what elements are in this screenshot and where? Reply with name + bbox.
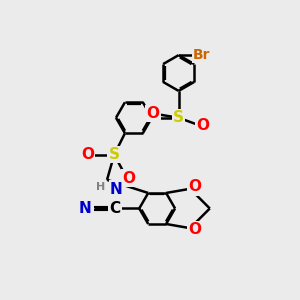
Text: H: H (96, 182, 105, 192)
Text: C: C (110, 201, 121, 216)
Text: O: O (188, 223, 201, 238)
Text: N: N (79, 201, 92, 216)
Text: O: O (81, 147, 94, 162)
Text: S: S (173, 110, 184, 125)
Text: O: O (146, 106, 159, 121)
Text: O: O (188, 179, 201, 194)
Text: S: S (109, 147, 120, 162)
Text: O: O (196, 118, 209, 133)
Text: O: O (122, 170, 135, 185)
Text: Br: Br (193, 48, 211, 62)
Text: N: N (110, 182, 123, 196)
